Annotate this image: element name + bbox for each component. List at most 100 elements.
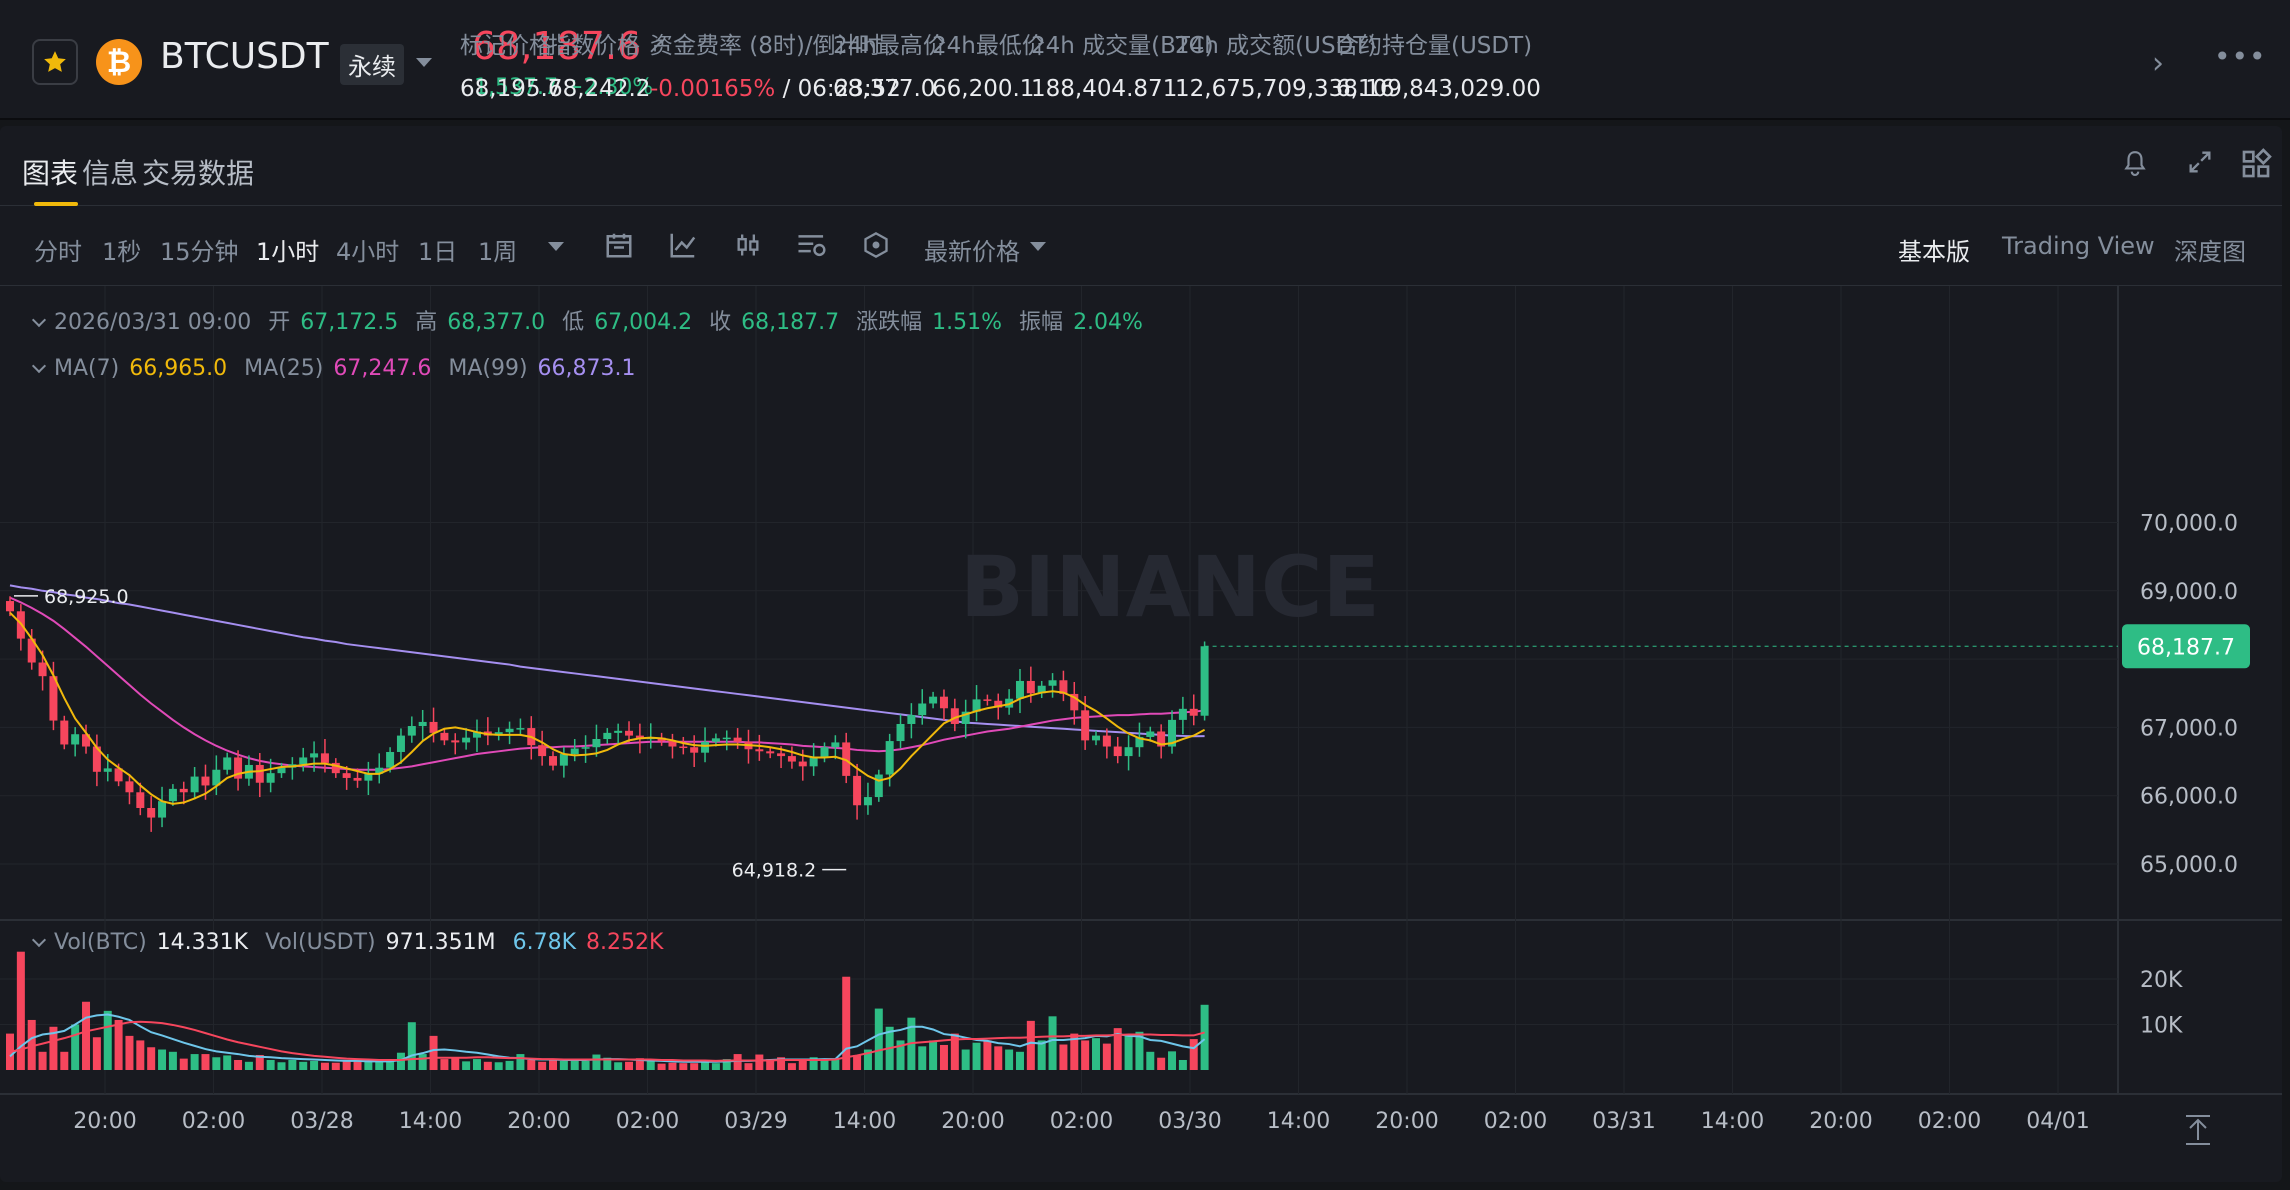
candle-body: [983, 699, 992, 701]
volume-bar: [1005, 1049, 1014, 1070]
time-tick-label: 04/01: [2026, 1109, 2089, 1134]
tab-chart[interactable]: 图表: [22, 157, 79, 190]
candle: [266, 758, 275, 793]
low-marker-label: 64,918.2: [732, 860, 817, 882]
candle: [1200, 641, 1209, 721]
volume-bar: [863, 1049, 872, 1070]
volume-bar: [266, 1059, 275, 1070]
candle: [331, 758, 340, 778]
view-basic[interactable]: 基本版: [1898, 238, 1970, 266]
volume-bar: [244, 1061, 253, 1070]
interval-dropdown-icon[interactable]: [548, 242, 564, 251]
more-icon[interactable]: •••: [2214, 40, 2267, 73]
interval-1s[interactable]: 1秒: [102, 238, 142, 266]
candle: [1102, 728, 1111, 759]
candle-body: [809, 757, 818, 767]
candle-body: [950, 708, 959, 724]
countdown-value: / 06:23:52: [775, 76, 901, 102]
hexagon-icon[interactable]: [862, 230, 890, 264]
chart-canvas[interactable]: BINANCE 65,000.0 66,000.0 67,000.0 69,000.0…: [0, 286, 2282, 1182]
interval-1w[interactable]: 1周: [478, 238, 518, 266]
volume-bar: [114, 1019, 123, 1070]
bell-icon[interactable]: [2122, 148, 2148, 182]
ma99-value: 66,873.1: [537, 356, 636, 381]
candle: [907, 703, 916, 739]
candle-body: [212, 769, 221, 786]
candle: [49, 661, 58, 731]
candle-body: [168, 788, 177, 802]
price-chart[interactable]: BINANCE 65,000.0 66,000.0 67,000.0 69,000.0…: [0, 286, 2282, 1182]
volume-bar: [255, 1054, 264, 1070]
candle-body: [418, 721, 427, 727]
fullscreen-icon[interactable]: [2186, 148, 2214, 180]
stat-label[interactable]: 资金费率 (8时)/倒计时: [650, 33, 882, 59]
candle: [255, 753, 264, 798]
volume-bar: [1015, 1051, 1024, 1070]
candle-body: [234, 757, 243, 779]
volume-bar: [798, 1060, 807, 1070]
candle-body: [722, 737, 731, 740]
volume-bar: [538, 1061, 547, 1070]
collapse-chevron-icon[interactable]: [31, 358, 47, 374]
stat-24h-volume-btc: 24h 成交量(BTC) 188,404.871: [1031, 26, 1214, 102]
candle: [136, 782, 145, 816]
time-tick-label: 14:00: [1267, 1109, 1330, 1134]
symbol-name[interactable]: BTCUSDT: [160, 36, 329, 77]
interval-15m[interactable]: 15分钟: [160, 238, 239, 266]
view-depth[interactable]: 深度图: [2174, 238, 2246, 266]
interval-1d[interactable]: 1日: [418, 238, 458, 266]
candle-body: [49, 676, 58, 721]
ohlc-time: 2026/03/31 09:00: [54, 310, 252, 335]
candle: [1189, 694, 1198, 726]
candle-body: [125, 781, 134, 793]
change-label: 涨跌幅: [856, 310, 923, 335]
candle: [939, 689, 948, 721]
stat-label[interactable]: 标记价格: [460, 33, 552, 59]
price-tick-label: 67,000.0: [2140, 716, 2238, 741]
volume-bar: [353, 1060, 362, 1070]
time-tick-label: 03/28: [290, 1109, 353, 1134]
volume-bar: [310, 1060, 319, 1070]
volume-bar: [614, 1062, 623, 1070]
calendar-icon[interactable]: [604, 230, 634, 264]
collapse-chevron-icon[interactable]: [31, 932, 47, 948]
vol-btc-label: Vol(BTC): [54, 930, 147, 955]
interval-4h[interactable]: 4小时: [336, 238, 400, 266]
volume-bar: [1168, 1051, 1177, 1070]
tab-trading-data[interactable]: 交易数据: [142, 157, 255, 190]
volume-bar: [1059, 1044, 1068, 1070]
candle: [168, 784, 177, 806]
candle: [472, 719, 481, 752]
candle: [744, 729, 753, 764]
tab-info[interactable]: 信息: [82, 157, 139, 190]
favorite-button[interactable]: [32, 39, 78, 85]
indicator-icon[interactable]: [668, 230, 698, 264]
candle-body: [570, 748, 579, 755]
vol-ma-blue-value: 6.78K: [512, 930, 577, 955]
interval-1h[interactable]: 1小时: [256, 238, 320, 266]
collapse-chevron-icon[interactable]: [31, 312, 47, 328]
candle-body: [549, 756, 557, 766]
price-type-select[interactable]: 最新价格: [924, 238, 1020, 266]
stat-value: -0.00165% / 06:23:52: [650, 76, 901, 102]
candle-type-icon[interactable]: [734, 230, 762, 264]
vol-ma-red-value: 8.252K: [586, 930, 664, 955]
layout-grid-icon[interactable]: [2240, 148, 2272, 184]
chevron-right-icon[interactable]: ›: [2152, 46, 2164, 81]
interval-time-share[interactable]: 分时: [34, 238, 82, 266]
chevron-down-icon[interactable]: [1030, 242, 1046, 251]
volume-bar: [1178, 1059, 1187, 1070]
candle: [320, 739, 329, 773]
vol-usdt-value: 971.351M: [385, 930, 496, 955]
stat-label[interactable]: 指数价格 ↗: [548, 33, 667, 59]
candle: [1178, 696, 1187, 735]
volume-bar: [82, 1001, 91, 1070]
volume-bar: [386, 1060, 395, 1070]
candle: [60, 715, 69, 750]
view-trading-view[interactable]: Trading View: [2002, 232, 2155, 260]
chart-settings-icon[interactable]: [796, 230, 828, 264]
candle: [1070, 681, 1079, 725]
chevron-down-icon[interactable]: [416, 58, 432, 67]
candle: [516, 718, 525, 736]
candle: [929, 691, 938, 709]
